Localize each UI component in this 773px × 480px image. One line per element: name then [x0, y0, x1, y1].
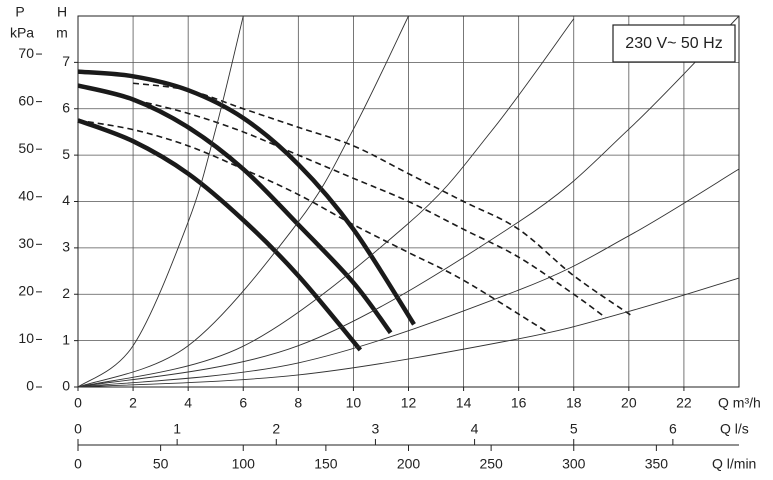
- curve-thin: [77, 15, 740, 388]
- y-tick-label: 6: [62, 99, 70, 115]
- y-tick-label: 1: [62, 331, 70, 347]
- curve-thick: [77, 69, 416, 326]
- y-label: H: [57, 4, 67, 20]
- y2-tick-label: 40: [18, 187, 34, 203]
- x-tick-label: 4: [184, 395, 192, 411]
- x3-tick-label: 100: [232, 456, 256, 472]
- y-tick-label: 0: [62, 378, 70, 394]
- x3-tick-label: 300: [562, 456, 586, 472]
- y2-tick-label: 0: [26, 378, 34, 394]
- x-tick-label: 14: [456, 395, 472, 411]
- y2-unit: kPa: [10, 25, 34, 41]
- x-tick-label: 2: [129, 395, 137, 411]
- y-tick-label: 2: [62, 285, 70, 301]
- y2-tick-label: 70: [18, 45, 34, 61]
- curve-dashed: [132, 82, 632, 316]
- curve-thin: [77, 15, 244, 388]
- x-tick-label: 22: [676, 395, 692, 411]
- y2-tick-label: 60: [18, 92, 34, 108]
- y-unit: m: [56, 25, 68, 41]
- x2-tick-label: 2: [272, 421, 280, 437]
- x-tick-label: 12: [401, 395, 417, 411]
- y2-tick-label: 10: [18, 330, 34, 346]
- x-tick-label: 10: [346, 395, 362, 411]
- x-tick-label: 0: [74, 395, 82, 411]
- x3-tick-label: 50: [153, 456, 169, 472]
- x2-tick-label: 0: [74, 421, 82, 437]
- x2-tick-label: 4: [471, 421, 479, 437]
- x-tick-label: 20: [621, 395, 637, 411]
- x3-label: Q l/min: [712, 456, 756, 472]
- x3-tick-label: 0: [74, 456, 82, 472]
- curve-dashed: [77, 119, 547, 333]
- y-tick-label: 5: [62, 146, 70, 162]
- x2-label: Q l/s: [720, 421, 749, 437]
- y2-label: P: [15, 4, 24, 20]
- curve-thick: [77, 118, 363, 352]
- curve-thin: [77, 15, 409, 388]
- x2-tick-label: 1: [173, 421, 181, 437]
- x2-tick-label: 6: [669, 421, 677, 437]
- y-tick-label: 4: [62, 192, 70, 208]
- curve-thin: [77, 18, 575, 388]
- legend-text: 230 V~ 50 Hz: [625, 35, 722, 52]
- y2-tick-label: 50: [18, 140, 34, 156]
- curve-dashed: [77, 84, 606, 319]
- curve-thin: [77, 168, 740, 388]
- x2-tick-label: 3: [372, 421, 380, 437]
- legend-box: [612, 24, 736, 63]
- y-tick-label: 3: [62, 239, 70, 255]
- x-tick-label: 8: [294, 395, 302, 411]
- x-label: Q m³/h: [718, 395, 761, 411]
- x3-tick-label: 350: [645, 456, 669, 472]
- x3-tick-label: 200: [397, 456, 421, 472]
- x3-tick-label: 250: [479, 456, 503, 472]
- x-tick-label: 18: [566, 395, 582, 411]
- y2-tick-label: 20: [18, 283, 34, 299]
- y-tick-label: 7: [62, 53, 70, 69]
- x3-tick-label: 150: [314, 456, 338, 472]
- x-tick-label: 6: [239, 395, 247, 411]
- x-tick-label: 16: [511, 395, 527, 411]
- x2-tick-label: 5: [570, 421, 578, 437]
- y2-tick-label: 30: [18, 235, 34, 251]
- curve-thin: [77, 277, 740, 388]
